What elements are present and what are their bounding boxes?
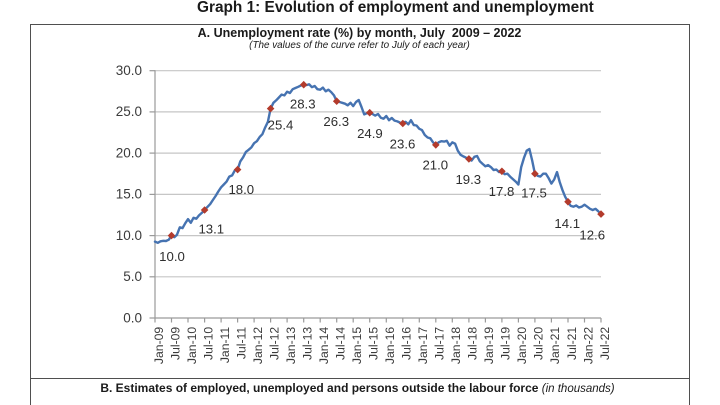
svg-text:Jan-20: Jan-20: [515, 327, 529, 364]
svg-text:19.3: 19.3: [455, 172, 481, 187]
svg-text:23.6: 23.6: [390, 137, 416, 152]
svg-text:Jan-22: Jan-22: [581, 327, 595, 364]
svg-text:13.1: 13.1: [198, 222, 224, 237]
svg-text:26.3: 26.3: [323, 114, 349, 129]
svg-text:20.0: 20.0: [116, 145, 142, 160]
svg-text:Jul-13: Jul-13: [301, 327, 315, 360]
svg-text:Jan-14: Jan-14: [317, 327, 331, 364]
svg-text:18.0: 18.0: [228, 182, 254, 197]
svg-text:Jan-09: Jan-09: [152, 327, 166, 364]
svg-text:Jul-17: Jul-17: [433, 327, 447, 360]
svg-text:Jan-16: Jan-16: [383, 327, 397, 364]
svg-text:28.3: 28.3: [290, 97, 316, 112]
svg-text:5.0: 5.0: [123, 269, 142, 284]
svg-text:Jan-18: Jan-18: [449, 327, 463, 364]
svg-text:30.0: 30.0: [116, 63, 142, 78]
svg-text:Jul-19: Jul-19: [499, 327, 513, 360]
svg-text:Jul-16: Jul-16: [400, 327, 414, 360]
svg-text:Jul-20: Jul-20: [532, 327, 546, 360]
svg-text:17.5: 17.5: [521, 186, 547, 201]
svg-text:Jul-18: Jul-18: [466, 327, 480, 360]
svg-text:0.0: 0.0: [123, 310, 142, 325]
svg-text:Jul-09: Jul-09: [168, 327, 182, 360]
svg-text:Jan-15: Jan-15: [350, 327, 364, 364]
svg-text:12.6: 12.6: [579, 227, 605, 242]
svg-text:25.0: 25.0: [116, 104, 142, 119]
svg-text:Jul-14: Jul-14: [334, 327, 348, 360]
svg-text:Jul-10: Jul-10: [201, 327, 215, 360]
svg-text:Jan-19: Jan-19: [482, 327, 496, 364]
svg-text:Jan-17: Jan-17: [416, 327, 430, 364]
svg-text:Jan-21: Jan-21: [548, 327, 562, 364]
svg-text:Jul-21: Jul-21: [565, 327, 579, 360]
svg-text:21.0: 21.0: [422, 158, 448, 173]
svg-text:Jan-11: Jan-11: [218, 327, 232, 364]
svg-text:Jan-12: Jan-12: [251, 327, 265, 364]
svg-text:Jul-15: Jul-15: [367, 327, 381, 360]
svg-text:Jan-13: Jan-13: [284, 327, 298, 364]
svg-text:17.8: 17.8: [489, 184, 515, 199]
svg-text:Jan-10: Jan-10: [185, 327, 199, 364]
svg-text:Jul-12: Jul-12: [267, 327, 281, 360]
svg-text:14.1: 14.1: [554, 216, 580, 231]
svg-text:10.0: 10.0: [116, 228, 142, 243]
svg-text:Jul-22: Jul-22: [598, 327, 612, 360]
svg-text:24.9: 24.9: [357, 126, 383, 141]
svg-text:Jul-11: Jul-11: [234, 327, 248, 360]
svg-text:15.0: 15.0: [116, 187, 142, 202]
svg-text:25.4: 25.4: [268, 117, 294, 132]
svg-text:10.0: 10.0: [159, 249, 185, 264]
